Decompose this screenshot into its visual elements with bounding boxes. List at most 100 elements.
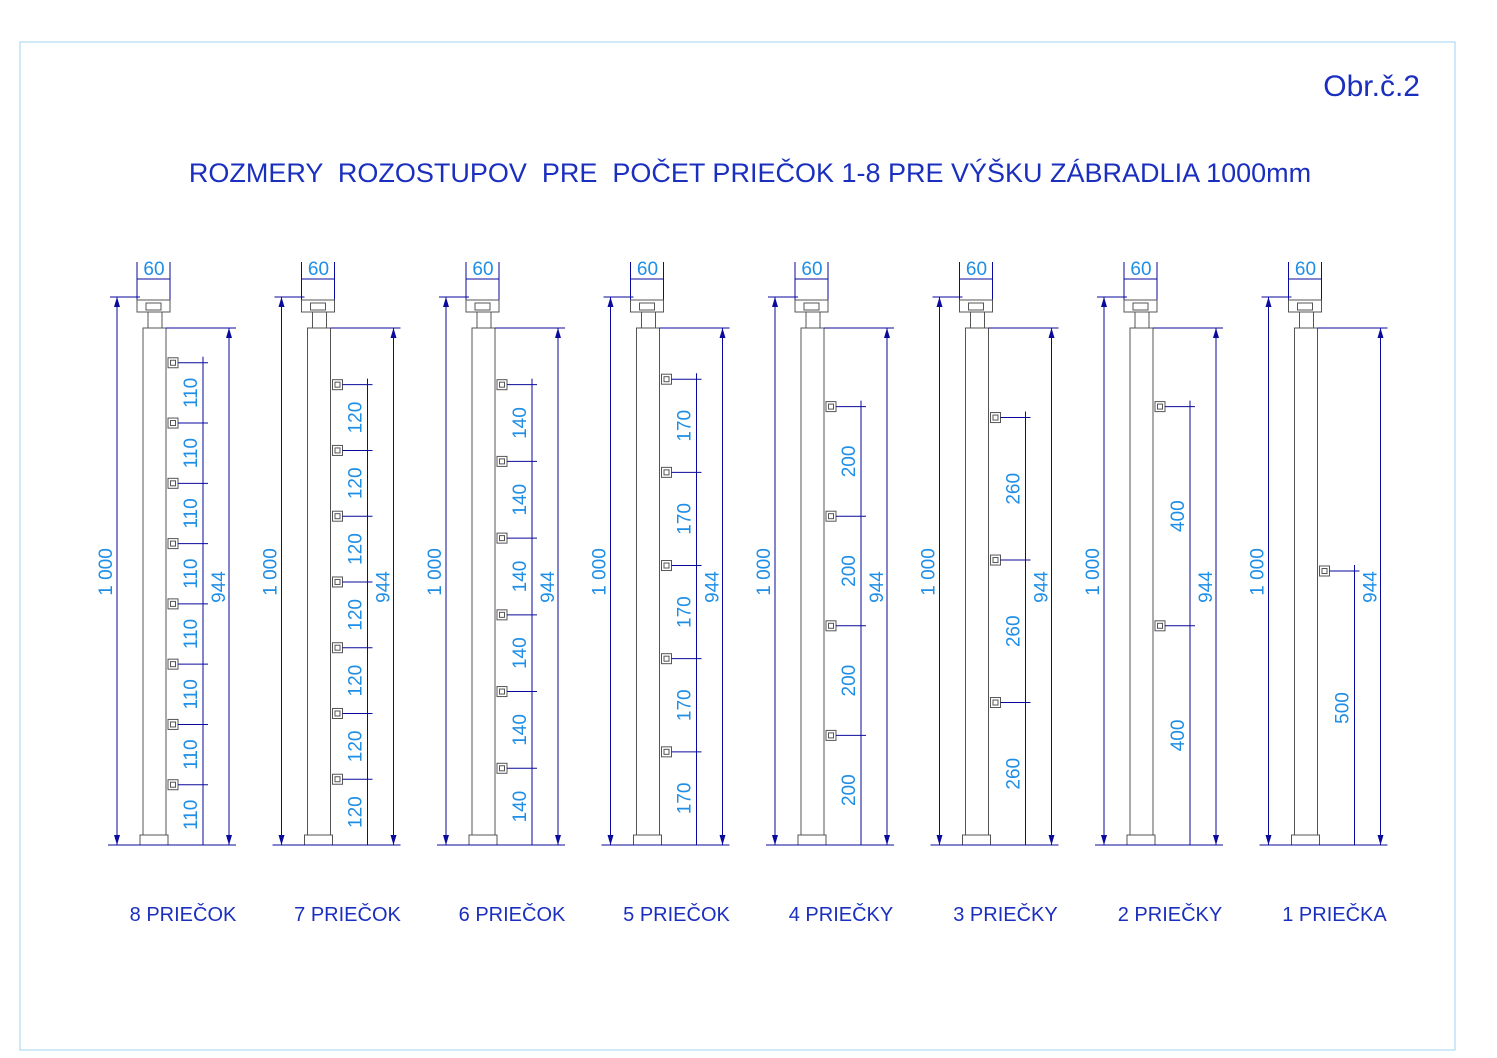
spacing-label: 170 xyxy=(675,689,696,721)
arrow xyxy=(607,835,614,845)
post-base xyxy=(1126,834,1156,846)
spacing-label: 140 xyxy=(510,791,531,823)
arrow xyxy=(1377,835,1384,845)
stem xyxy=(970,311,985,329)
inner-height-label: 944 xyxy=(374,571,395,603)
spacing-label: 260 xyxy=(1004,615,1025,647)
post-base xyxy=(797,834,827,846)
spacing-label: 120 xyxy=(346,533,367,565)
handrail-insert xyxy=(474,302,491,311)
post-group: 60 1 000 944 400 400 2 PRIEČKY xyxy=(1083,259,1223,926)
spacing-label: 200 xyxy=(839,665,860,697)
inner-height-label: 944 xyxy=(1361,571,1382,603)
handrail-insert xyxy=(310,302,326,311)
rail-inner xyxy=(170,661,176,668)
spacing-label: 400 xyxy=(1168,500,1189,532)
spacing-label: 140 xyxy=(510,484,531,516)
arrow xyxy=(443,835,449,845)
width-label: 60 xyxy=(308,259,329,280)
rail xyxy=(1154,401,1166,413)
width-label: 60 xyxy=(143,259,164,280)
stem xyxy=(805,311,821,329)
post-group: 60 1 000 944 500 1 PRIEČKA xyxy=(1248,259,1388,926)
inner-height-label: 944 xyxy=(1032,571,1053,603)
post-body xyxy=(142,327,167,836)
caption: 2 PRIEČKY xyxy=(1118,903,1222,926)
inner-height-label: 944 xyxy=(867,571,888,603)
rail-inner xyxy=(1157,622,1163,629)
width-label: 60 xyxy=(966,259,987,280)
handrail-insert xyxy=(968,302,984,311)
title: ROZMERY ROZOSTUPOV PRE POČET PRIEČOK 1-8… xyxy=(189,157,1311,188)
rail xyxy=(661,746,672,758)
spacing-label: 260 xyxy=(1004,758,1025,790)
rail xyxy=(332,773,343,785)
stem xyxy=(1134,311,1150,329)
arrow xyxy=(1213,328,1219,338)
rail xyxy=(332,444,343,456)
rail xyxy=(990,412,1001,424)
spacing-label: 110 xyxy=(181,559,202,589)
rail-inner xyxy=(334,447,341,454)
rail xyxy=(496,455,508,467)
rail-inner xyxy=(334,644,341,651)
post-base xyxy=(962,834,991,846)
rail-inner xyxy=(828,403,834,410)
width-label: 60 xyxy=(637,259,658,280)
arrow xyxy=(884,835,890,845)
arrow xyxy=(936,835,943,845)
rail-inner xyxy=(334,710,341,717)
rail xyxy=(496,762,508,774)
spacing-label: 140 xyxy=(510,407,531,439)
spacing-label: 170 xyxy=(675,596,696,628)
rail-inner xyxy=(170,600,176,607)
stem xyxy=(1299,311,1314,329)
arrow xyxy=(226,835,232,845)
post-group: 60 1 000 944 200 200 200 200 4 PRIEČKY xyxy=(754,259,894,926)
rail xyxy=(167,538,179,550)
spacing-label: 260 xyxy=(1004,473,1025,505)
arrow xyxy=(278,297,285,307)
handrail-insert xyxy=(1132,302,1149,311)
rail xyxy=(661,653,672,665)
post-base xyxy=(1291,834,1320,846)
post-group: 60 1 000 944 170 170 170 170 170 5 PRIEČOK xyxy=(590,259,731,926)
spacing-label: 120 xyxy=(346,599,367,631)
post-base xyxy=(139,834,169,846)
height-label: 1 000 xyxy=(96,548,117,596)
rail xyxy=(167,477,179,489)
rail-inner xyxy=(170,480,176,487)
rail xyxy=(332,707,343,719)
rail-inner xyxy=(828,513,834,520)
width-label: 60 xyxy=(1295,259,1316,280)
rail-inner xyxy=(499,535,505,542)
arrow xyxy=(1101,297,1107,307)
arrow xyxy=(114,835,120,845)
inner-height-label: 944 xyxy=(703,571,724,603)
spacing-label: 110 xyxy=(181,800,202,830)
rail-inner xyxy=(992,414,999,421)
post-base xyxy=(633,834,662,846)
arrow xyxy=(1265,297,1272,307)
height-label: 1 000 xyxy=(261,548,282,596)
caption: 6 PRIEČOK xyxy=(459,903,566,926)
rail xyxy=(332,379,343,391)
rail xyxy=(825,510,837,522)
handrail-insert xyxy=(639,302,655,311)
arrow xyxy=(390,328,397,338)
arrow xyxy=(1048,835,1055,845)
arrow xyxy=(772,297,778,307)
rail xyxy=(825,401,837,413)
rail-inner xyxy=(334,776,341,783)
post-base xyxy=(468,834,498,846)
width-label: 60 xyxy=(801,259,822,280)
spacing-label: 140 xyxy=(510,637,531,669)
rail xyxy=(496,379,508,391)
rail-inner xyxy=(334,381,341,388)
rail-inner xyxy=(499,458,505,465)
post-body xyxy=(1294,327,1318,836)
rail-inner xyxy=(1157,403,1163,410)
height-label: 1 000 xyxy=(919,548,940,596)
rail-inner xyxy=(499,765,505,772)
